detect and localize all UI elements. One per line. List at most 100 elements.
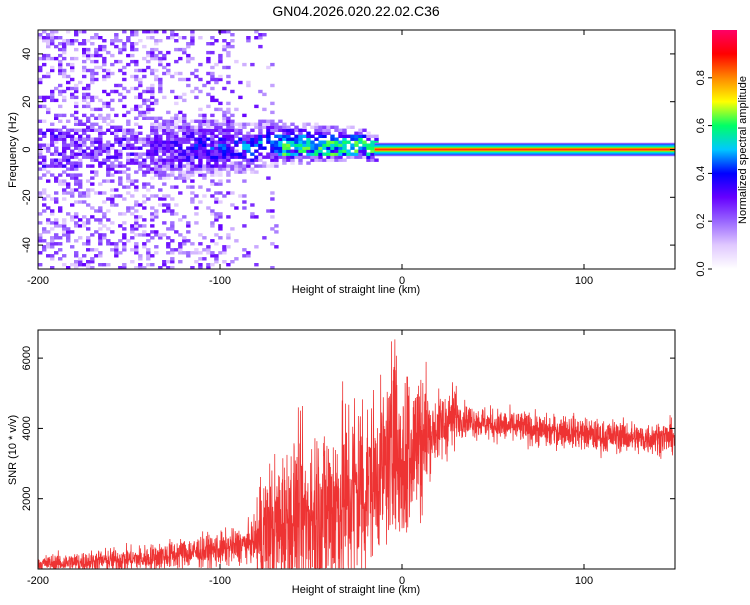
- heatmap-cell-1760: [274, 164, 279, 168]
- heatmap-cell-805: [138, 233, 143, 237]
- heatmap-cell-1754: [270, 101, 275, 106]
- heatmap-cell-1118: [174, 203, 179, 207]
- heatmap-cell-925: [150, 92, 155, 97]
- heatmap-cell-592: [110, 200, 115, 204]
- heatmap-cell-1420: [210, 50, 215, 55]
- heatmap-cell-621: [114, 194, 119, 198]
- heatmap-cell-1100: [170, 143, 175, 147]
- heatmap-cell-660: [118, 137, 123, 141]
- heatmap-cell-1634: [242, 125, 247, 129]
- heatmap-x-ticks: -200 -100 0 100: [27, 30, 593, 287]
- heatmap-cell-1051: [166, 194, 171, 198]
- heatmap-cell-403: [86, 194, 91, 198]
- heatmap-cell-1764: [274, 152, 279, 156]
- heatmap-cell-1546: [226, 119, 231, 123]
- heatmap-cell-1617: [242, 224, 247, 228]
- heatmap-cell-456: [90, 77, 95, 82]
- heatmap-cell-1726: [266, 131, 271, 135]
- heatmap-cell-1952: [346, 155, 351, 159]
- heatmap-cell-989: [158, 149, 163, 153]
- heatmap-cell-1347: [202, 128, 207, 132]
- heatmap-cell-1848: [302, 128, 307, 132]
- heatmap-cell-960: [154, 125, 159, 129]
- heatmap-cell-47: [42, 143, 47, 147]
- heatmap-cell-780: [134, 152, 139, 156]
- heatmap-cell-347: [78, 146, 83, 150]
- heatmap-cell-428: [86, 39, 91, 43]
- heatmap-cell-1220: [186, 158, 191, 162]
- heatmap-cell-272: [70, 140, 75, 144]
- heatmap-cell-200: [62, 170, 67, 174]
- heatmap-cell-697: [122, 65, 127, 70]
- heatmap-cell-1876: [314, 143, 319, 147]
- heatmap-cell-1047: [166, 227, 171, 231]
- heatmap-cell-237: [66, 167, 71, 171]
- heatmap-cell-1083: [170, 227, 175, 231]
- heatmap-cell-1383: [210, 263, 215, 267]
- heatmap-cell-1908: [326, 140, 331, 144]
- heatmap-cell-38: [42, 191, 47, 195]
- heatmap-cell-290: [74, 254, 79, 258]
- heatmap-cell-1386: [210, 239, 215, 243]
- heatmap-cell-1331: [202, 248, 207, 252]
- heatmap-cell-1095: [170, 158, 175, 162]
- heatmap-cell-566: [106, 170, 111, 174]
- heatmap-cell-125: [54, 242, 59, 246]
- carrier-band-5: [374, 148, 675, 151]
- heatmap-cell-1255: [190, 149, 195, 153]
- heatmap-cell-117: [50, 65, 55, 70]
- heatmap-cell-565: [106, 173, 111, 177]
- heatmap-cell-771: [134, 203, 139, 207]
- heatmap-cell-1405: [210, 137, 215, 141]
- heatmap-cell-8: [38, 191, 43, 195]
- heatmap-cell-934: [150, 47, 155, 52]
- heatmap-cell-639: [114, 44, 119, 49]
- heatmap-cell-306: [74, 155, 79, 159]
- heatmap-cell-224: [62, 42, 67, 46]
- heatmap-cell-964: [154, 101, 159, 106]
- heatmap-cell-1052: [166, 176, 171, 180]
- heatmap-y-tick-label-2: 0: [21, 146, 33, 152]
- heatmap-cell-79: [46, 74, 51, 79]
- heatmap-cell-598: [110, 167, 115, 171]
- heatmap-cell-401: [86, 218, 91, 222]
- heatmap-cell-146: [54, 116, 59, 120]
- heatmap-cell-1705: [258, 33, 263, 37]
- snr-x-tick-label-0: -200: [27, 575, 49, 587]
- heatmap-cell-753: [130, 53, 135, 58]
- heatmap-cell-165: [58, 161, 63, 165]
- heatmap-cell-1553: [226, 65, 231, 70]
- heatmap-cell-1941: [338, 128, 343, 132]
- heatmap-cell-376: [82, 113, 87, 118]
- heatmap-cell-1146: [178, 248, 183, 252]
- heatmap-cell-1550: [226, 101, 231, 106]
- heatmap-cell-432: [90, 248, 95, 252]
- heatmap-cell-513: [98, 140, 103, 144]
- heatmap-cell-400: [86, 221, 91, 225]
- heatmap-cell-1922: [334, 158, 339, 162]
- heatmap-cell-909: [150, 158, 155, 162]
- heatmap-cell-628: [114, 149, 119, 153]
- heatmap-cell-99: [50, 197, 55, 201]
- heatmap-cell-145: [54, 128, 59, 132]
- heatmap-cell-947: [154, 167, 159, 171]
- heatmap-cell-56: [42, 56, 47, 61]
- heatmap-cell-1207: [186, 254, 191, 258]
- heatmap-cell-355: [78, 80, 83, 85]
- heatmap-cell-1676: [254, 158, 259, 162]
- heatmap-cell-785: [134, 131, 139, 135]
- heatmap-cell-240: [66, 155, 71, 159]
- heatmap-cell-561: [106, 218, 111, 222]
- heatmap-cell-1002: [158, 80, 163, 85]
- heatmap-cell-1854: [306, 149, 311, 153]
- heatmap-cell-1849: [302, 125, 307, 129]
- heatmap-cell-970: [154, 53, 159, 58]
- heatmap-cell-1925: [334, 149, 339, 153]
- heatmap-cell-1515: [222, 110, 227, 115]
- heatmap-cell-1228: [186, 131, 191, 135]
- heatmap-cell-98: [50, 209, 55, 213]
- heatmap-cell-881: [146, 116, 151, 120]
- heatmap-cell-1871: [314, 158, 319, 162]
- heatmap-cell-1554: [226, 53, 231, 58]
- heatmap-cell-1761: [274, 161, 279, 165]
